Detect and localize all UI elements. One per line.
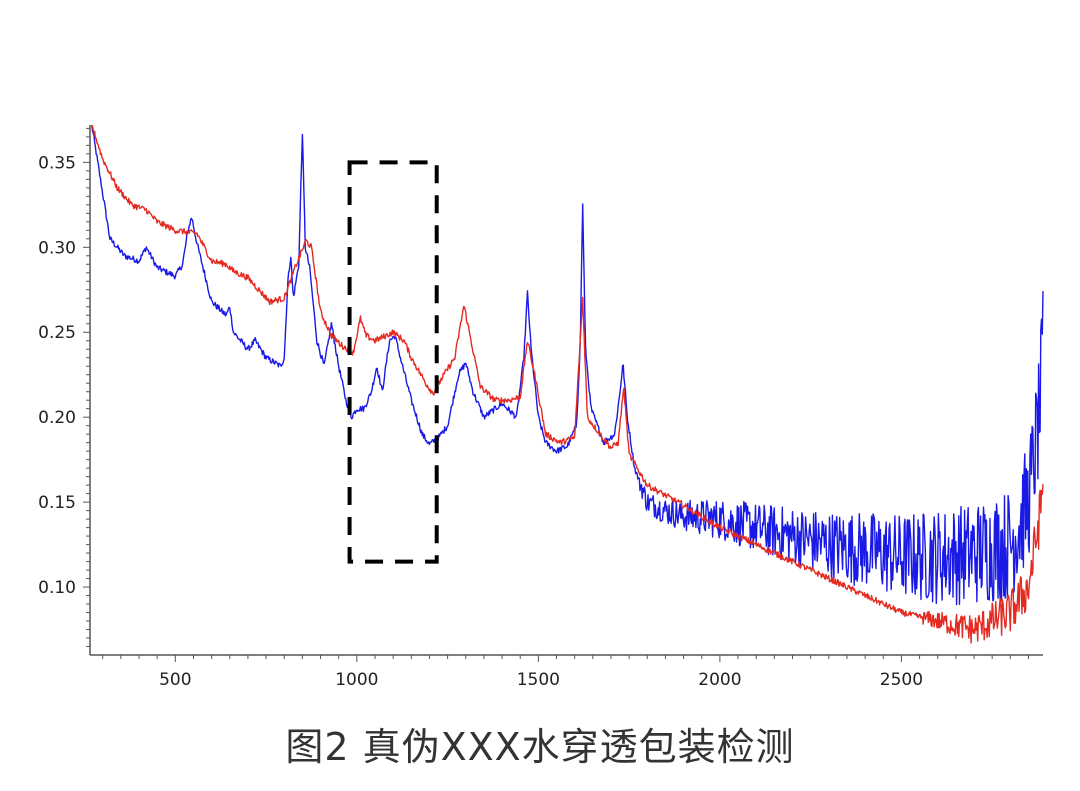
axes-layer: 500 1000 1500 2000 2500 0.10 0.15 0.20 0.25 0.30 0…: [38, 125, 1043, 690]
x-tick-label: 2500: [880, 670, 923, 690]
y-tick-label: 0.15: [38, 493, 76, 513]
y-tick-label: 0.10: [38, 578, 76, 598]
y-tick-label: 0.20: [38, 408, 76, 428]
figure-caption: 图2 真伪XXX水穿透包装检测: [285, 725, 795, 769]
y-tick-label: 0.30: [38, 238, 76, 258]
blue-series-line: [91, 124, 1044, 606]
y-tick-label: 0.35: [38, 153, 76, 173]
red-series-line: [91, 124, 1044, 644]
highlight-layer: [347, 160, 439, 564]
x-tick-label: 1000: [335, 670, 378, 690]
x-tick-label: 1500: [517, 670, 560, 690]
y-tick-label: 0.25: [38, 323, 76, 343]
dashed-highlight-box: [347, 160, 439, 564]
series-layer: [91, 124, 1044, 644]
x-tick-label: 2000: [698, 670, 741, 690]
x-tick-label: 500: [159, 670, 191, 690]
